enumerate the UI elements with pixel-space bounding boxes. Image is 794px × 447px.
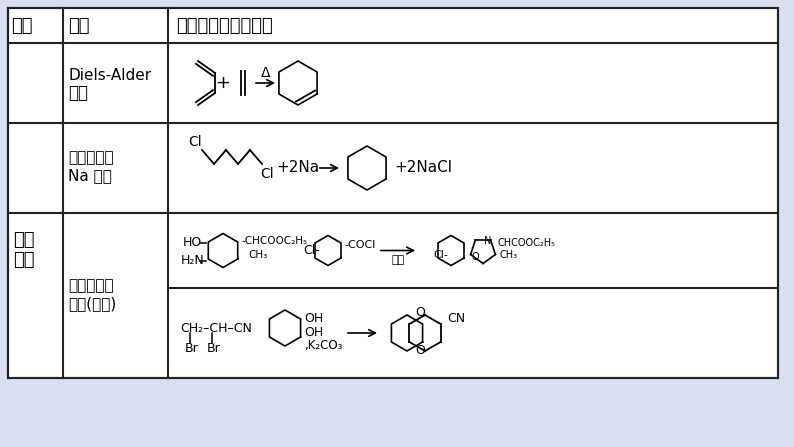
Text: Na 成环: Na 成环 — [68, 169, 112, 184]
Text: Cl: Cl — [260, 167, 274, 181]
Text: Δ: Δ — [260, 66, 270, 80]
Text: ,K₂CO₃: ,K₂CO₃ — [304, 340, 342, 353]
Text: 合物(制药): 合物(制药) — [68, 296, 116, 311]
Text: O: O — [415, 345, 425, 358]
Text: 形成杂环化: 形成杂环化 — [68, 278, 114, 293]
Text: Cl-: Cl- — [303, 244, 320, 257]
Text: Cl: Cl — [188, 135, 202, 149]
Text: 成环: 成环 — [13, 232, 34, 249]
Text: CHCOOC₂H₅: CHCOOC₂H₅ — [497, 237, 555, 248]
Text: Br: Br — [185, 342, 198, 355]
Text: O: O — [471, 252, 479, 261]
Text: 二氯代烃与: 二氯代烃与 — [68, 151, 114, 165]
Text: OH: OH — [304, 312, 323, 325]
Text: +2NaCl: +2NaCl — [394, 160, 452, 176]
Text: OH: OH — [304, 326, 323, 340]
Text: Br: Br — [207, 342, 221, 355]
Text: +2Na: +2Na — [276, 160, 319, 176]
Text: -COCl: -COCl — [344, 240, 376, 250]
Text: Diels-Alder: Diels-Alder — [68, 67, 151, 83]
Text: 反应: 反应 — [13, 252, 34, 270]
Text: 类型: 类型 — [11, 17, 33, 34]
Text: 举例: 举例 — [68, 17, 90, 34]
Text: 反应: 反应 — [68, 84, 88, 102]
Text: CN: CN — [447, 312, 465, 325]
Text: Cl-: Cl- — [433, 250, 448, 261]
Text: O: O — [415, 307, 425, 320]
Text: CH₃: CH₃ — [500, 250, 518, 261]
Text: CH₃: CH₃ — [248, 250, 268, 261]
Text: 化学方程式或表达式: 化学方程式或表达式 — [176, 17, 273, 34]
Text: H₂N: H₂N — [181, 254, 205, 267]
FancyBboxPatch shape — [8, 8, 778, 378]
Text: +: + — [215, 74, 230, 92]
Text: 吡啶: 吡啶 — [391, 256, 405, 266]
Text: HO: HO — [183, 236, 202, 249]
Text: -CHCOOC₂H₅: -CHCOOC₂H₅ — [241, 236, 307, 246]
Text: N: N — [484, 236, 491, 246]
Text: CH₂–CH–CN: CH₂–CH–CN — [180, 321, 252, 334]
